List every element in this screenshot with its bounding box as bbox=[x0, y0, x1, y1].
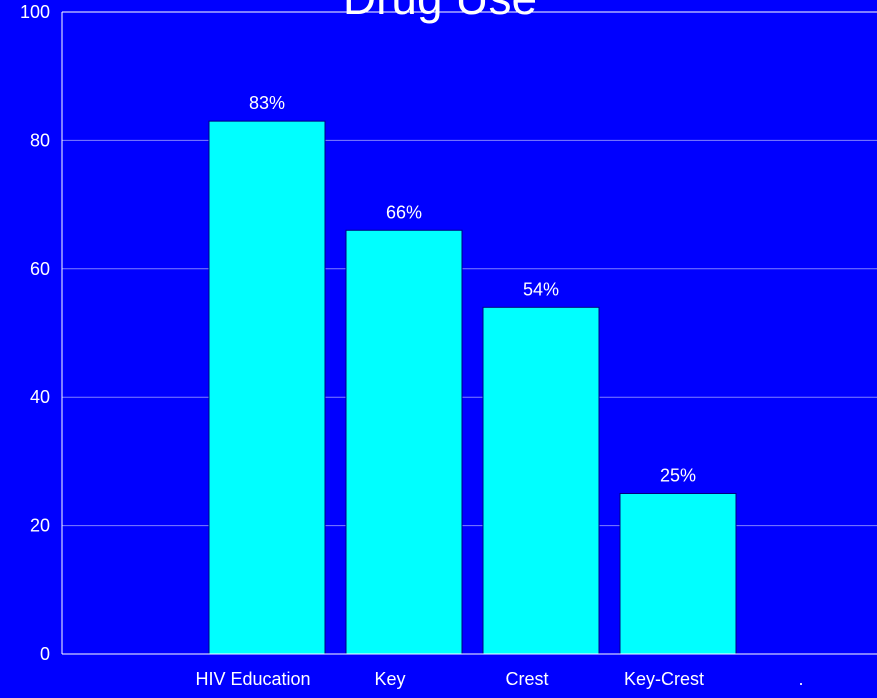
data-labels: 83% 66% 54% 25% bbox=[249, 93, 696, 485]
data-label-2: 54% bbox=[523, 279, 559, 299]
y-tick-label-20: 20 bbox=[30, 516, 50, 536]
data-label-1: 66% bbox=[386, 202, 422, 222]
y-tick-label-0: 0 bbox=[40, 644, 50, 664]
axes bbox=[61, 11, 877, 655]
bar-1 bbox=[345, 229, 463, 655]
category-label-1: Key bbox=[374, 669, 405, 689]
data-label-0: 83% bbox=[249, 93, 285, 113]
y-tick-label-60: 60 bbox=[30, 259, 50, 279]
category-label-2: Crest bbox=[505, 669, 548, 689]
y-tick-label-40: 40 bbox=[30, 387, 50, 407]
category-label-3: Key-Crest bbox=[624, 669, 704, 689]
category-label-0: HIV Education bbox=[195, 669, 310, 689]
y-tick-label-80: 80 bbox=[30, 130, 50, 150]
bars bbox=[208, 120, 737, 655]
bar-0 bbox=[208, 120, 326, 655]
category-label-4: . bbox=[798, 669, 803, 689]
bar-3 bbox=[619, 493, 737, 655]
data-label-3: 25% bbox=[660, 466, 696, 486]
y-tick-label-100: 100 bbox=[20, 2, 50, 22]
gridlines bbox=[62, 11, 877, 527]
y-tick-labels: 0 20 40 60 80 100 bbox=[20, 2, 50, 664]
category-labels: HIV Education Key Crest Key-Crest. bbox=[195, 669, 803, 689]
bar-2 bbox=[482, 306, 600, 655]
